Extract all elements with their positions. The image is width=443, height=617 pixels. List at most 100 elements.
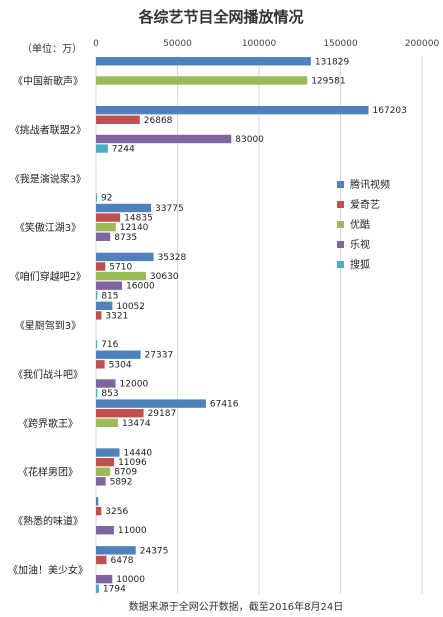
data-label: 35328: [158, 253, 187, 263]
data-label: 3321: [105, 311, 128, 321]
chart-title: 各综艺节目全网播放情况: [137, 8, 303, 26]
data-label: 3256: [105, 507, 128, 517]
category-label: 《笑傲江湖3》: [15, 221, 81, 234]
value-labels: 1318291295811672032686883000724492337751…: [101, 57, 407, 594]
bar: [96, 418, 118, 428]
data-label: 853: [101, 389, 118, 399]
legend-label: 优酷: [350, 218, 370, 231]
data-label: 13474: [122, 419, 151, 429]
category-label: 《花样男团》: [18, 466, 78, 479]
data-label: 7244: [112, 145, 135, 155]
legend-label: 爱奇艺: [350, 198, 380, 211]
bar: [96, 115, 140, 124]
category-label: 《我们战斗吧》: [13, 368, 83, 381]
bar: [96, 203, 152, 213]
bar: [96, 584, 99, 593]
legend-swatch: [337, 201, 344, 208]
data-label: 167203: [373, 106, 407, 116]
x-axis-ticks: 0 50000 100000 150000 200000: [93, 39, 439, 49]
legend-swatch: [337, 181, 344, 188]
data-label: 12000: [120, 380, 149, 390]
bar: [96, 360, 105, 369]
bar: [96, 546, 136, 555]
bar: [96, 526, 114, 535]
bars: [96, 57, 369, 593]
data-label: 33775: [155, 204, 184, 214]
data-label: 8735: [114, 233, 137, 243]
x-tick-label: 0: [93, 39, 99, 49]
data-label: 30630: [150, 272, 179, 282]
bar: [96, 477, 106, 486]
bar: [96, 291, 98, 300]
x-tick-label: 100000: [242, 39, 277, 49]
bar: [96, 301, 113, 310]
x-tick-label: 50000: [163, 39, 192, 49]
category-label: 《熟悉的味道》: [13, 515, 83, 528]
bar: [96, 467, 111, 476]
bar: [96, 497, 99, 506]
unit-label: （单位：万）: [22, 42, 82, 55]
data-label: 129581: [311, 76, 345, 86]
bar: [96, 457, 115, 467]
legend-swatch: [337, 261, 344, 268]
bar: [96, 379, 116, 388]
category-label: 《加油！美少女》: [8, 564, 88, 577]
bar: [96, 409, 144, 418]
data-label: 5892: [110, 477, 133, 487]
source-note: 数据来源于全网公开数据，截至2016年8月24日: [129, 600, 344, 613]
bar: [96, 350, 141, 359]
legend-label: 腾讯视频: [350, 178, 390, 191]
category-label: 《咱们穿越吧2》: [10, 270, 86, 283]
bar: [96, 57, 311, 66]
bar: [96, 271, 146, 281]
legend-label: 乐视: [350, 238, 370, 251]
data-label: 12140: [120, 223, 149, 233]
category-label: 《跨界歌王》: [18, 417, 78, 430]
data-label: 8709: [114, 468, 137, 478]
data-label: 14835: [124, 214, 153, 224]
data-label: 1794: [103, 585, 126, 595]
data-label: 11000: [118, 526, 147, 536]
data-label: 67416: [210, 400, 239, 410]
data-label: 11096: [118, 458, 147, 468]
category-label: 《我是演说家3》: [10, 172, 86, 185]
data-label: 10052: [116, 302, 145, 312]
bar: [96, 388, 98, 398]
data-label: 131829: [315, 57, 350, 67]
bar: [96, 213, 121, 222]
bar: [96, 252, 154, 262]
data-label: 29187: [148, 409, 177, 419]
bar: [96, 144, 108, 153]
category-label: 《挑战者联盟2》: [10, 123, 86, 136]
category-label: 《星厨驾到3》: [15, 320, 81, 332]
bar: [96, 506, 102, 516]
data-label: 5304: [109, 360, 132, 370]
bar: [96, 76, 308, 85]
bar: [96, 574, 113, 584]
data-label: 24375: [140, 546, 169, 556]
category-label: 《中国新歌声》: [13, 74, 83, 87]
bar: [96, 105, 369, 115]
bar: [96, 448, 120, 457]
category-labels: 《中国新歌声》《挑战者联盟2》《我是演说家3》《笑傲江湖3》《咱们穿越吧2》《星…: [8, 74, 88, 576]
bar: [96, 232, 111, 241]
legend-label: 搜狐: [350, 258, 370, 271]
data-label: 83000: [235, 135, 264, 145]
bar: [96, 340, 98, 349]
data-label: 92: [101, 193, 112, 203]
bar: [96, 193, 97, 202]
legend-swatch: [337, 241, 344, 248]
x-tick-label: 150000: [323, 39, 358, 49]
bar: [96, 222, 116, 232]
data-label: 6478: [111, 556, 134, 566]
legend-swatch: [337, 221, 344, 228]
data-label: 16000: [126, 282, 155, 292]
data-label: 26868: [144, 116, 173, 126]
bar: [96, 555, 107, 565]
bar: [96, 311, 102, 320]
data-label: 10000: [116, 575, 145, 585]
data-label: 716: [101, 340, 118, 350]
bar: [96, 262, 106, 271]
